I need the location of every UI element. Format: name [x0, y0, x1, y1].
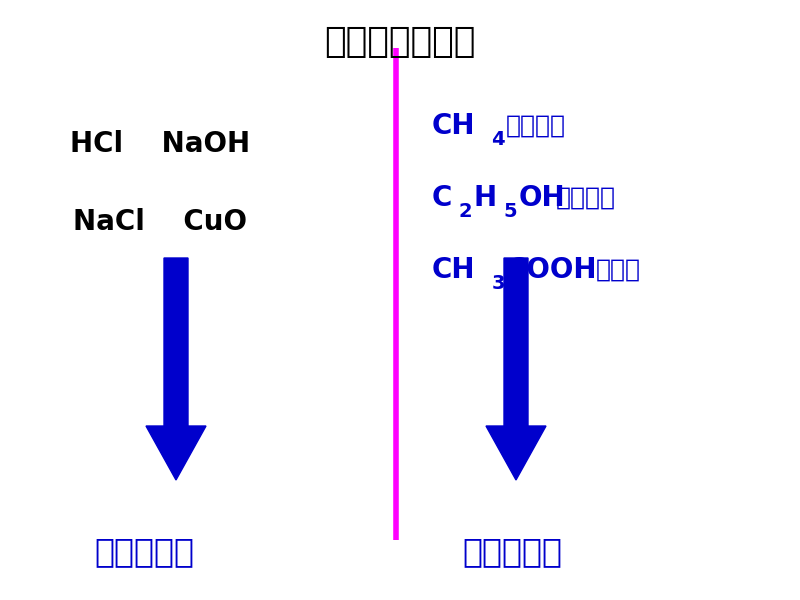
Text: （甲烷）: （甲烷）	[506, 114, 566, 138]
Text: （醛）: （醛）	[596, 258, 641, 282]
Text: 3: 3	[491, 274, 505, 293]
Text: 无机化合物: 无机化合物	[94, 535, 194, 569]
Text: 有机化合物: 有机化合物	[462, 535, 562, 569]
Text: H: H	[474, 184, 497, 212]
Text: 4: 4	[491, 130, 505, 149]
Polygon shape	[146, 258, 206, 480]
Text: CH: CH	[432, 256, 475, 284]
Text: NaCl    CuO: NaCl CuO	[73, 208, 247, 236]
Text: 5: 5	[503, 202, 517, 221]
Text: 2: 2	[458, 202, 472, 221]
Text: OH: OH	[518, 184, 565, 212]
Text: 有机化合物特写: 有机化合物特写	[324, 25, 476, 59]
Text: CH: CH	[432, 112, 475, 140]
Polygon shape	[486, 258, 546, 480]
Text: COOH: COOH	[506, 256, 597, 284]
Text: （酒精）: （酒精）	[556, 186, 616, 210]
Text: HCl    NaOH: HCl NaOH	[70, 130, 250, 158]
Text: C: C	[432, 184, 452, 212]
